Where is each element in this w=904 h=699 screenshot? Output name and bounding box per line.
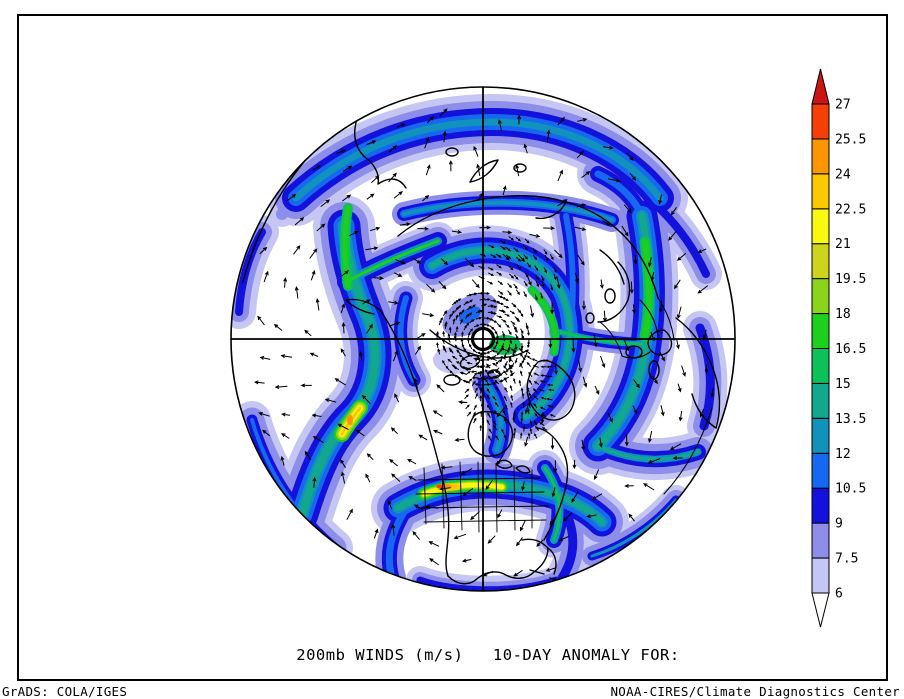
colorbar-tick-label: 13.5 — [835, 412, 866, 427]
colorbar-segment — [811, 382, 830, 419]
colorbar-tick-label: 7.5 — [835, 552, 858, 567]
colorbar-segment — [811, 173, 830, 210]
chart-title: 200mb WINDS (m/s) 10-DAY ANOMALY FOR: Mo… — [168, 613, 808, 699]
colorbar-segment — [811, 452, 830, 489]
colorbar-segment — [811, 417, 830, 454]
chart-title-line2: Mon SEP 21 1998 - Wed SEP 30 1998 — [168, 698, 808, 699]
colorbar-tick-label: 9 — [835, 517, 843, 532]
colorbar-tick-label: 6 — [835, 587, 843, 602]
colorbar-tick-label: 18 — [835, 307, 851, 322]
colorbar-segment — [811, 313, 830, 350]
polar-vortex-circle — [470, 326, 496, 352]
noaa-credit: NOAA-CIRES/Climate Diagnostics Center — [610, 684, 900, 699]
colorbar-tick-label: 19.5 — [835, 272, 866, 287]
colorbar-tick-label: 22.5 — [835, 202, 866, 217]
colorbar-tick-label: 24 — [835, 167, 851, 182]
colorbar-tick-label: 25.5 — [835, 132, 866, 147]
colorbar-over-arrow — [811, 68, 830, 105]
colorbar-segment — [811, 103, 830, 140]
chart-title-line1: 200mb WINDS (m/s) 10-DAY ANOMALY FOR: — [296, 646, 680, 664]
colorbar-segment — [811, 138, 830, 175]
colorbar-tick-label: 12 — [835, 447, 851, 462]
us-state-borders — [415, 461, 549, 533]
colorbar: 6 7.5 9 10.5 12 13.5 15 16.5 18 19.5 21 22.5 24 25.5 2… — [811, 68, 866, 628]
colorbar-tick-label: 15 — [835, 377, 851, 392]
colorbar-segment — [811, 522, 830, 559]
colorbar-segment — [811, 243, 830, 280]
colorbar-segment — [811, 487, 830, 524]
colorbar-segment — [811, 208, 830, 245]
country-borders — [599, 297, 675, 359]
wind-vector-layer — [253, 108, 715, 577]
grads-credit: GrADS: COLA/IGES — [2, 684, 128, 699]
colorbar-segment — [811, 557, 830, 594]
colorbar-tick-label: 16.5 — [835, 342, 866, 357]
plot-frame — [17, 14, 888, 681]
colorbar-tick-label: 10.5 — [835, 482, 866, 497]
colorbar-under-arrow — [811, 592, 830, 628]
colorbar-segment — [811, 278, 830, 315]
colorbar-tick-label: 21 — [835, 237, 851, 252]
credits-row: GrADS: COLA/IGES NOAA-CIRES/Climate Diag… — [2, 684, 900, 699]
colorbar-tick-label: 27 — [835, 98, 851, 113]
projection-boundary-circle — [230, 86, 736, 592]
coastlines — [242, 115, 721, 585]
colorbar-segment — [811, 348, 830, 384]
